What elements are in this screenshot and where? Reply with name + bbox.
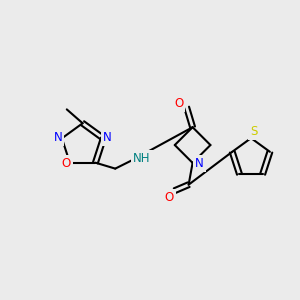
Text: N: N bbox=[195, 158, 204, 170]
Text: S: S bbox=[250, 125, 258, 138]
Text: N: N bbox=[54, 131, 62, 144]
Text: O: O bbox=[61, 157, 70, 170]
Text: O: O bbox=[164, 191, 173, 204]
Text: NH: NH bbox=[133, 152, 151, 165]
Text: O: O bbox=[174, 97, 183, 110]
Text: N: N bbox=[103, 131, 112, 144]
